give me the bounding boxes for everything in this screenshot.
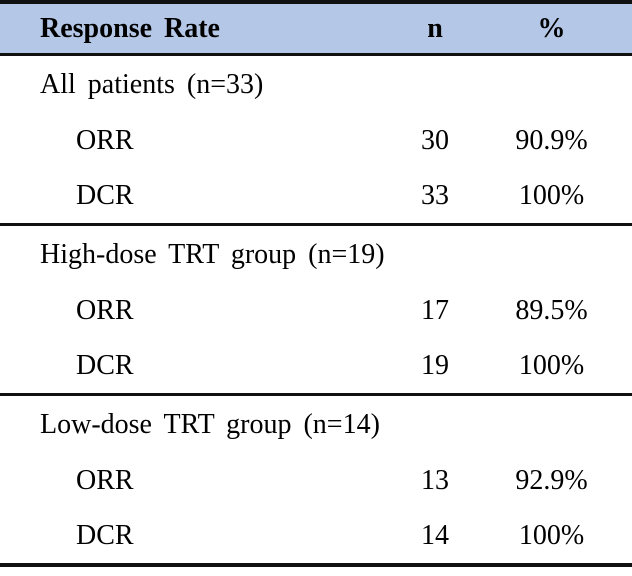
row-pct-value: 100% bbox=[518, 519, 585, 551]
table-row: ORR 30 90.9% bbox=[0, 113, 632, 168]
row-label-orr: ORR bbox=[76, 124, 134, 156]
table-row: DCR 19 100% bbox=[0, 338, 632, 395]
row-n-value: 13 bbox=[421, 464, 449, 496]
row-label-dcr: DCR bbox=[76, 179, 134, 211]
row-label-orr: ORR bbox=[76, 464, 134, 496]
header-row: Response Rate n % bbox=[0, 2, 632, 56]
row-n-value: 14 bbox=[421, 519, 449, 551]
table-row: ORR 13 92.9% bbox=[0, 453, 632, 508]
table-row: ORR 17 89.5% bbox=[0, 283, 632, 338]
section-title-row-all-patients: All patients (n=33) bbox=[0, 55, 632, 114]
header-n: n bbox=[385, 2, 485, 56]
table-row: DCR 33 100% bbox=[0, 168, 632, 225]
section-title-all-patients: All patients (n=33) bbox=[40, 68, 264, 100]
table-row: DCR 14 100% bbox=[0, 508, 632, 565]
section-title-low-dose: Low-dose TRT group (n=14) bbox=[0, 393, 632, 453]
header-response-rate: Response Rate bbox=[0, 2, 385, 56]
row-n-value: 33 bbox=[421, 179, 449, 211]
row-n-value: 19 bbox=[421, 349, 449, 381]
header-percent: % bbox=[485, 2, 632, 56]
row-n-value: 17 bbox=[421, 294, 449, 326]
row-pct-value: 89.5% bbox=[515, 294, 588, 326]
section-title-row-low-dose: Low-dose TRT group (n=14) bbox=[0, 393, 632, 453]
row-n-value: 30 bbox=[421, 124, 449, 156]
row-label-dcr: DCR bbox=[76, 349, 134, 381]
row-pct-value: 100% bbox=[518, 349, 585, 381]
row-label-orr: ORR bbox=[76, 294, 134, 326]
row-pct-value: 92.9% bbox=[515, 464, 588, 496]
row-pct-value: 100% bbox=[518, 179, 585, 211]
row-pct-value: 90.9% bbox=[515, 124, 588, 156]
section-title-high-dose: High-dose TRT group (n=19) bbox=[0, 223, 632, 283]
section-title-row-high-dose: High-dose TRT group (n=19) bbox=[0, 223, 632, 283]
table-header: Response Rate n % bbox=[0, 2, 632, 56]
row-label-dcr: DCR bbox=[76, 519, 134, 551]
